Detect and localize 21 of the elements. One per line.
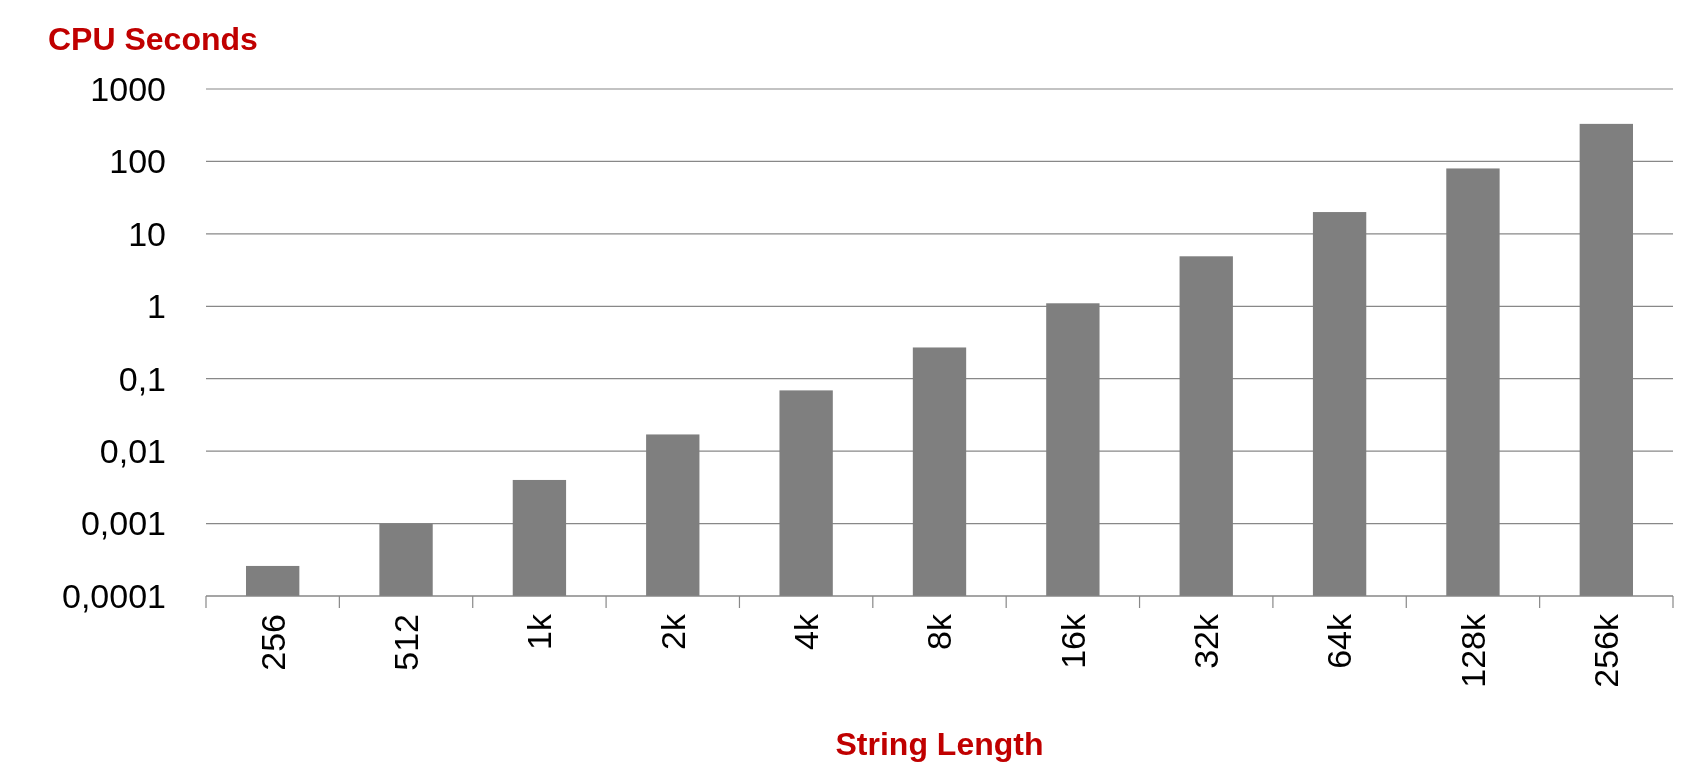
x-tick-label: 64k [1320,613,1359,669]
y-tick-label: 1 [147,287,166,326]
y-tick-label: 100 [109,142,166,181]
x-tick-label: 4k [787,613,826,650]
x-axis-title: String Length [835,726,1044,762]
x-tick-label: 128k [1453,613,1492,688]
x-tick-label: 2k [653,613,692,650]
x-tick-label: 512 [386,614,425,671]
x-tick-label: 32k [1187,613,1226,669]
y-tick-label: 0,001 [80,504,166,543]
x-tick-label: 16k [1053,613,1092,669]
x-tick-label: 256k [1587,613,1626,688]
x-tick-label: 1k [520,613,559,650]
y-tick-label: 0,0001 [62,576,166,615]
y-tick-label: 0,1 [118,359,166,398]
chart-title: CPU Seconds [48,21,258,57]
y-tick-label: 10 [128,214,166,253]
x-tick-label: 8k [920,613,959,650]
y-tick-label: 0,01 [99,432,166,471]
x-tick-label: 256 [253,614,292,671]
y-tick-label: 1000 [90,69,166,108]
